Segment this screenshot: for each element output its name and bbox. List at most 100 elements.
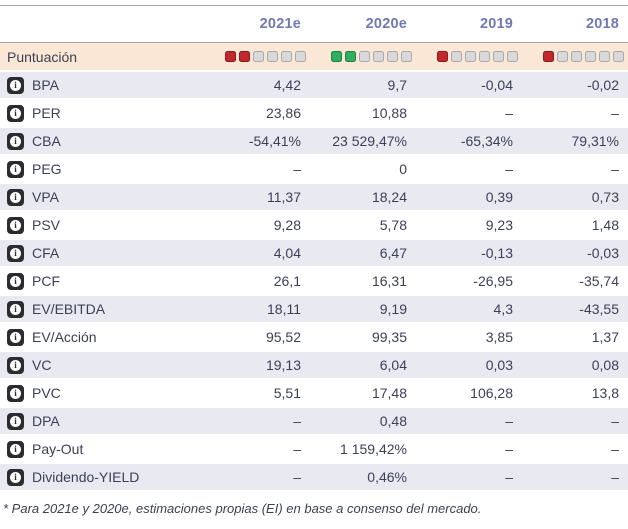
metric-value: – xyxy=(505,469,513,485)
metric-value: – xyxy=(293,469,301,485)
metric-value: 4,04 xyxy=(273,245,301,261)
metric-value: – xyxy=(505,105,513,121)
info-icon[interactable]: i xyxy=(7,132,24,150)
info-icon[interactable]: i xyxy=(7,328,24,346)
metric-value: 0,03 xyxy=(485,357,513,373)
metric-label: VPA xyxy=(32,189,59,205)
metric-value: 18,11 xyxy=(267,301,301,317)
metric-value: -0,03 xyxy=(587,245,619,261)
metric-value: -54,41% xyxy=(248,133,301,149)
info-icon-glyph: i xyxy=(10,107,21,119)
metric-value: 3,85 xyxy=(485,329,513,345)
metric-label: Pay-Out xyxy=(32,441,84,457)
info-icon[interactable]: i xyxy=(7,440,24,458)
score-square-empty xyxy=(613,51,624,62)
metric-value: 0,48 xyxy=(379,413,407,429)
info-icon[interactable]: i xyxy=(7,356,24,374)
info-icon[interactable]: i xyxy=(7,244,24,262)
table-row: i PSV 9,28 5,78 9,23 1,48 xyxy=(0,212,628,240)
score-indicator xyxy=(204,51,310,62)
score-square-empty xyxy=(295,51,306,62)
metric-label: BPA xyxy=(32,77,59,93)
score-indicator xyxy=(522,51,628,62)
info-icon[interactable]: i xyxy=(7,300,24,318)
score-square-filled xyxy=(345,51,356,62)
metric-value: 19,13 xyxy=(265,357,301,373)
info-icon-glyph: i xyxy=(10,359,21,371)
metric-value: 9,28 xyxy=(273,217,301,233)
info-icon[interactable]: i xyxy=(7,160,24,178)
metric-label: PER xyxy=(32,105,61,121)
valuation-ratios-panel: 2021e 2020e 2019 2018 Puntuación i BPA 4,4… xyxy=(0,5,628,516)
metric-value: 5,51 xyxy=(273,385,301,401)
column-header-2020e: 2020e xyxy=(365,16,407,32)
table-row: i Dividendo-YIELD – 0,46% – – xyxy=(0,464,628,492)
metric-value: 0 xyxy=(399,161,407,177)
info-icon[interactable]: i xyxy=(7,216,24,234)
metric-value: -43,55 xyxy=(579,301,619,317)
metric-value: 0,08 xyxy=(591,357,619,373)
metric-label: DPA xyxy=(32,413,60,429)
valuation-table: 2021e 2020e 2019 2018 Puntuación i BPA 4,4… xyxy=(0,5,628,492)
metric-label-cell: i Dividendo-YIELD xyxy=(0,468,204,486)
score-square-empty xyxy=(267,51,278,62)
metric-value: -26,95 xyxy=(473,273,513,289)
metric-value: 6,04 xyxy=(379,357,407,373)
metric-value: 18,24 xyxy=(371,189,407,205)
score-square-empty xyxy=(599,51,610,62)
table-row: i BPA 4,42 9,7 -0,04 -0,02 xyxy=(0,72,628,100)
metric-value: 0,39 xyxy=(485,189,513,205)
metric-value: -0,02 xyxy=(587,77,619,93)
table-row: i CFA 4,04 6,47 -0,13 -0,03 xyxy=(0,240,628,268)
info-icon[interactable]: i xyxy=(7,272,24,290)
metric-label-cell: i EV/EBITDA xyxy=(0,300,204,318)
score-square-empty xyxy=(451,51,462,62)
info-icon[interactable]: i xyxy=(7,104,24,122)
metric-label-cell: i BPA xyxy=(0,76,204,94)
score-row: Puntuación xyxy=(0,43,628,72)
info-icon[interactable]: i xyxy=(7,384,24,402)
metric-value: – xyxy=(611,441,619,457)
metric-value: 95,52 xyxy=(265,329,301,345)
score-square-empty xyxy=(493,51,504,62)
score-square-empty xyxy=(401,51,412,62)
metric-value: 99,35 xyxy=(371,329,407,345)
score-square-empty xyxy=(557,51,568,62)
metric-value: 9,19 xyxy=(379,301,407,317)
column-header-2021e: 2021e xyxy=(259,16,301,32)
metric-value: 5,78 xyxy=(379,217,407,233)
metric-value: – xyxy=(611,161,619,177)
metric-label-cell: i DPA xyxy=(0,412,204,430)
score-square-empty xyxy=(373,51,384,62)
metric-label-cell: i EV/Acción xyxy=(0,328,204,346)
metric-label-cell: i PEG xyxy=(0,160,204,178)
score-square-filled xyxy=(331,51,342,62)
info-icon[interactable]: i xyxy=(7,412,24,430)
table-header-row: 2021e 2020e 2019 2018 xyxy=(0,6,628,43)
score-square-empty xyxy=(253,51,264,62)
metric-value: – xyxy=(505,441,513,457)
column-header-2019: 2019 xyxy=(479,16,513,32)
metric-label-cell: i CFA xyxy=(0,244,204,262)
table-row: i Pay-Out – 1 159,42% – – xyxy=(0,436,628,464)
score-square-empty xyxy=(571,51,582,62)
metric-label: EV/EBITDA xyxy=(32,301,106,317)
info-icon[interactable]: i xyxy=(7,188,24,206)
score-square-empty xyxy=(585,51,596,62)
table-row: i EV/Acción 95,52 99,35 3,85 1,37 xyxy=(0,324,628,352)
metric-value: 6,47 xyxy=(379,245,407,261)
metric-value: 1,37 xyxy=(591,329,619,345)
metric-value: 13,8 xyxy=(591,385,619,401)
info-icon[interactable]: i xyxy=(7,468,24,486)
info-icon[interactable]: i xyxy=(7,76,24,94)
metric-value: – xyxy=(293,161,301,177)
metric-value: 26,1 xyxy=(273,273,301,289)
score-square-filled xyxy=(225,51,236,62)
score-square-filled xyxy=(543,51,554,62)
info-icon-glyph: i xyxy=(10,303,21,315)
metric-label: CBA xyxy=(32,133,61,149)
metric-value: 0,73 xyxy=(591,189,619,205)
metric-label: CFA xyxy=(32,245,60,261)
metric-value: 11,37 xyxy=(267,189,301,205)
metric-value: 16,31 xyxy=(371,273,407,289)
